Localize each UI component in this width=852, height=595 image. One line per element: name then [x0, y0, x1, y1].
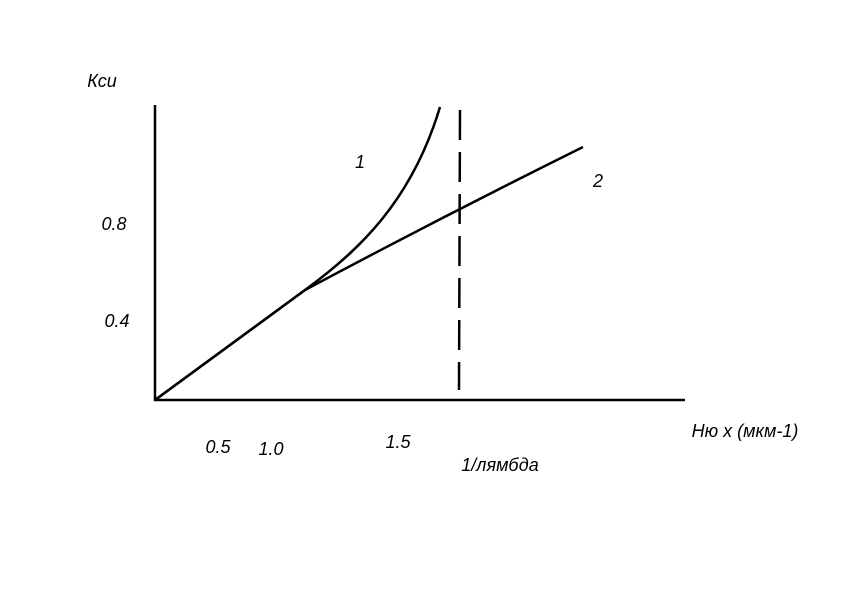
curve-label: 1 — [355, 152, 365, 172]
x-axis-title: Ню x (мкм-1) — [692, 421, 799, 441]
x-label: 1.5 — [385, 432, 411, 452]
dashed-marker — [457, 109, 462, 391]
y-label: 0.4 — [104, 311, 129, 331]
curve-2 — [154, 145, 584, 402]
marker-label: 1/лямбда — [461, 455, 538, 475]
x-label: 0.5 — [205, 437, 231, 457]
y-axis-title: Кси — [87, 71, 117, 91]
x-label: 1.0 — [258, 439, 283, 459]
curve-label: 2 — [592, 171, 603, 191]
y-label: 0.8 — [101, 214, 126, 234]
